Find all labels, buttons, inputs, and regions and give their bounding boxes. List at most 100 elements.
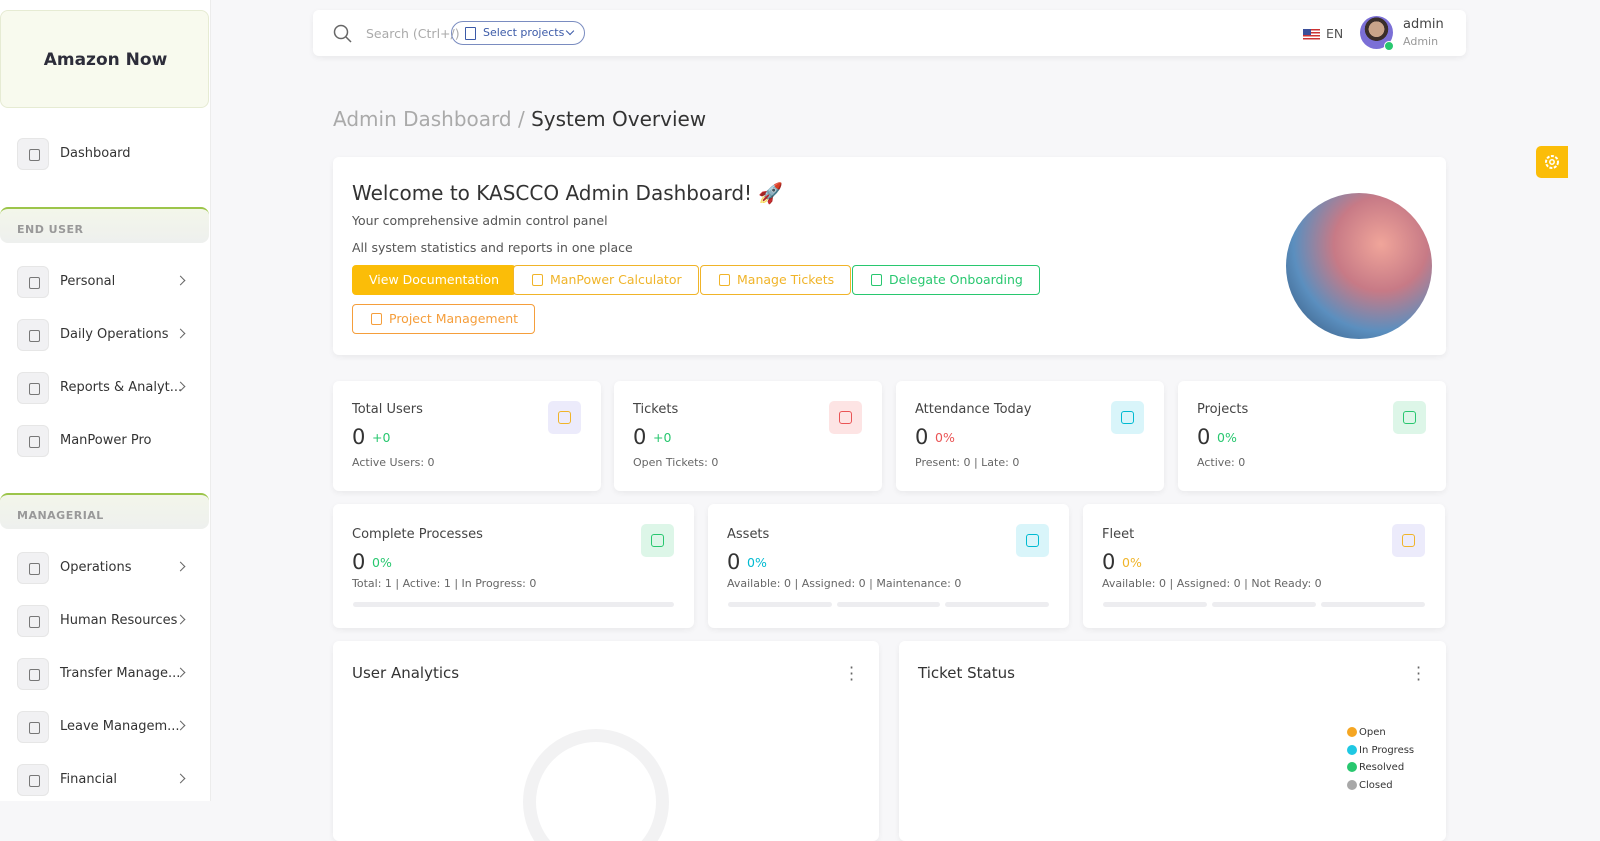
stat-change: 0% bbox=[1122, 555, 1142, 570]
user-name: admin bbox=[1403, 17, 1444, 32]
nav-icon bbox=[17, 605, 49, 637]
brand-card: Amazon Now bbox=[0, 10, 209, 108]
sidebar: Amazon Now Dashboard END USER Personal Dail… bbox=[0, 0, 211, 801]
project-select-label: Select projects bbox=[483, 26, 565, 39]
panel: Ticket Status · · · Open In Progress Resolve… bbox=[899, 641, 1446, 841]
panel-title: User Analytics bbox=[352, 664, 460, 682]
nav-icon bbox=[17, 138, 49, 170]
project-select[interactable]: Select projects bbox=[451, 21, 585, 45]
stat-detail: Active Users: 0 bbox=[352, 456, 435, 469]
stat-card: Complete Processes 0 0% Total: 1 | Active: … bbox=[333, 504, 694, 628]
button[interactable]: Manage Tickets bbox=[700, 265, 852, 295]
stat-label: Fleet bbox=[1102, 527, 1135, 542]
breadcrumb-current: System Overview bbox=[531, 107, 707, 131]
nav-item[interactable]: Human Resources bbox=[17, 605, 197, 639]
button-icon bbox=[871, 274, 882, 286]
stat-label: Tickets bbox=[633, 402, 679, 417]
legend-label: Resolved bbox=[1359, 762, 1405, 773]
panel-menu[interactable]: · · · bbox=[849, 658, 855, 689]
stat-label: Attendance Today bbox=[915, 402, 1032, 417]
search-input[interactable]: Search (Ctrl+/) bbox=[366, 26, 460, 41]
stat-detail: Total: 1 | Active: 1 | In Progress: 0 bbox=[352, 577, 537, 590]
nav-label: ManPower Pro bbox=[60, 433, 152, 448]
stat-label: Projects bbox=[1197, 402, 1249, 417]
chevron bbox=[175, 773, 186, 784]
legend-swatch bbox=[1347, 727, 1357, 737]
nav-item[interactable]: Leave Managem... bbox=[17, 711, 197, 745]
stat-value: 0 bbox=[352, 550, 366, 574]
breadcrumb-parent[interactable]: Admin Dashboard / bbox=[333, 107, 525, 131]
legend-label: Open bbox=[1359, 727, 1386, 738]
stat-change: 0% bbox=[935, 430, 955, 445]
nav-label: Dashboard bbox=[60, 146, 131, 161]
nav-label: Reports & Analyt... bbox=[60, 380, 183, 395]
button[interactable]: ManPower Calculator bbox=[513, 265, 699, 295]
stat-label: Complete Processes bbox=[352, 527, 483, 542]
user-role: Admin bbox=[1403, 35, 1439, 48]
progress-track bbox=[1212, 602, 1316, 607]
stat-value: 0 bbox=[727, 550, 741, 574]
hero-sphere bbox=[1286, 193, 1432, 339]
progress-track bbox=[945, 602, 1049, 607]
nav-item[interactable]: Personal bbox=[17, 266, 197, 300]
nav-icon bbox=[17, 319, 49, 351]
stat-icon bbox=[548, 401, 581, 434]
stat-change: +0 bbox=[653, 430, 672, 445]
nav-section: MANAGERIAL bbox=[0, 493, 209, 529]
nav-icon bbox=[17, 711, 49, 743]
language[interactable]: EN bbox=[1326, 26, 1344, 41]
nav-item[interactable]: Financial bbox=[17, 764, 197, 798]
nav-item[interactable]: Dashboard bbox=[17, 138, 197, 172]
welcome-line: Your comprehensive admin control panel bbox=[352, 213, 608, 228]
section-title: MANAGERIAL bbox=[17, 509, 104, 522]
nav-icon bbox=[17, 372, 49, 404]
button[interactable]: Delegate Onboarding bbox=[852, 265, 1040, 295]
progress-track bbox=[728, 602, 832, 607]
nav-item[interactable]: Operations bbox=[17, 552, 197, 586]
search-icon bbox=[333, 24, 352, 43]
stat-icon bbox=[1393, 401, 1426, 434]
legend-swatch bbox=[1347, 744, 1357, 755]
progress-track bbox=[353, 602, 674, 607]
button[interactable]: View Documentation bbox=[352, 265, 516, 295]
nav-label: Transfer Manage... bbox=[60, 666, 181, 681]
nav-item[interactable]: Transfer Manage... bbox=[17, 658, 197, 692]
button[interactable]: Project Management bbox=[352, 304, 536, 334]
stat-icon bbox=[1016, 524, 1049, 557]
breadcrumb: Admin Dashboard / System Overview bbox=[333, 107, 706, 131]
nav-icon bbox=[17, 552, 49, 584]
chevron bbox=[175, 275, 186, 286]
stat-value: 0 bbox=[352, 425, 366, 449]
stat-label: Assets bbox=[727, 527, 770, 542]
section-title: END USER bbox=[17, 223, 84, 236]
nav-label: Daily Operations bbox=[60, 327, 169, 342]
button-icon bbox=[532, 274, 543, 286]
nav-icon bbox=[17, 658, 49, 690]
welcome-line: All system statistics and reports in one… bbox=[352, 240, 633, 255]
stat-change: 0% bbox=[747, 555, 767, 570]
nav-section: END USER bbox=[0, 207, 209, 243]
nav-item[interactable]: Reports & Analyt... bbox=[17, 372, 197, 406]
panel-title: Ticket Status bbox=[918, 664, 1015, 682]
donut-placeholder bbox=[523, 729, 669, 841]
nav-item[interactable]: ManPower Pro bbox=[17, 425, 197, 459]
progress-track bbox=[836, 602, 941, 607]
panel: User Analytics · · · bbox=[333, 641, 879, 841]
nav-icon bbox=[17, 266, 49, 298]
stat-icon bbox=[1392, 524, 1425, 557]
flag bbox=[1303, 29, 1320, 40]
stat-change: +0 bbox=[372, 430, 391, 445]
stat-detail: Active: 0 bbox=[1197, 456, 1246, 469]
status-dot bbox=[1384, 41, 1394, 51]
stat-value: 0 bbox=[633, 425, 647, 449]
panel-menu[interactable]: · · · bbox=[1416, 658, 1422, 689]
legend-label: Closed bbox=[1359, 779, 1393, 791]
nav-item[interactable]: Daily Operations bbox=[17, 319, 197, 353]
legend-swatch bbox=[1347, 779, 1357, 790]
settings-tab[interactable] bbox=[1536, 146, 1568, 178]
nav-label: Financial bbox=[60, 772, 117, 787]
stat-detail: Available: 0 | Assigned: 0 | Maintenance… bbox=[727, 577, 962, 590]
welcome-card: Welcome to KASCCO Admin Dashboard! 🚀 You… bbox=[333, 157, 1446, 355]
stat-card: Assets 0 0% Available: 0 | Assigned: 0 | Ma… bbox=[708, 504, 1069, 628]
